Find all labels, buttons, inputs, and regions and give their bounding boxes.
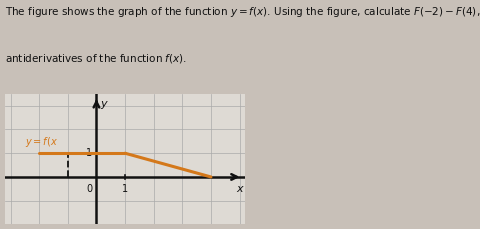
Text: The figure shows the graph of the function $y = f(x)$. Using the figure, calcula: The figure shows the graph of the functi… (5, 5, 480, 19)
Text: 1: 1 (122, 184, 128, 194)
Text: 1: 1 (86, 148, 92, 158)
Text: $y = f(x$: $y = f(x$ (25, 135, 58, 149)
Text: y: y (100, 99, 106, 109)
Text: 0: 0 (86, 184, 92, 194)
Text: antiderivatives of the function $f(x)$.: antiderivatives of the function $f(x)$. (5, 52, 187, 65)
Text: x: x (236, 184, 242, 194)
